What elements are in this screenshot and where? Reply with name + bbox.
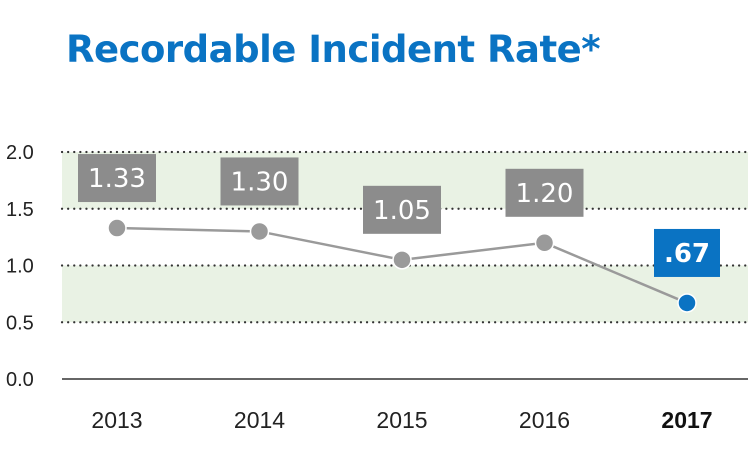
x-tick-label: 2014 <box>234 407 285 433</box>
data-label: 1.33 <box>88 164 146 194</box>
band-lower <box>62 265 748 323</box>
y-tick-label: 0.0 <box>6 369 34 391</box>
data-point <box>534 233 555 253</box>
data-point <box>249 221 270 242</box>
data-label: 1.05 <box>373 196 431 226</box>
y-tick-label: 2.0 <box>6 142 34 164</box>
data-point <box>677 293 697 313</box>
data-label: 1.20 <box>516 179 574 209</box>
gridlines <box>60 150 750 380</box>
data-label-box <box>220 157 299 206</box>
data-label-box <box>363 185 441 234</box>
background-bands <box>62 152 748 323</box>
y-tick-label: 1.0 <box>6 256 34 278</box>
y-tick-label: 1.5 <box>6 199 34 221</box>
x-tick-label: 2016 <box>519 407 570 433</box>
data-point <box>392 250 412 270</box>
data-label-box <box>78 154 156 203</box>
data-label: .67 <box>664 239 710 269</box>
data-points <box>107 218 697 313</box>
data-point <box>107 218 127 238</box>
chart-title: Recordable Incident Rate* <box>66 28 601 71</box>
x-tick-label: 2013 <box>91 407 142 433</box>
x-tick-label: 2017 <box>661 407 712 433</box>
y-axis-ticks: 0.0 0.5 1.0 1.5 2.0 <box>6 142 34 391</box>
x-tick-label: 2015 <box>376 407 427 433</box>
data-label-box <box>654 228 720 277</box>
y-tick-label: 0.5 <box>6 312 34 334</box>
data-label-box <box>505 168 584 217</box>
data-label: 1.30 <box>231 167 289 197</box>
x-axis-ticks: 2013 2014 2015 2016 2017 <box>91 407 712 433</box>
data-labels: 1.33 1.30 1.05 1.20 .67 <box>78 154 720 277</box>
